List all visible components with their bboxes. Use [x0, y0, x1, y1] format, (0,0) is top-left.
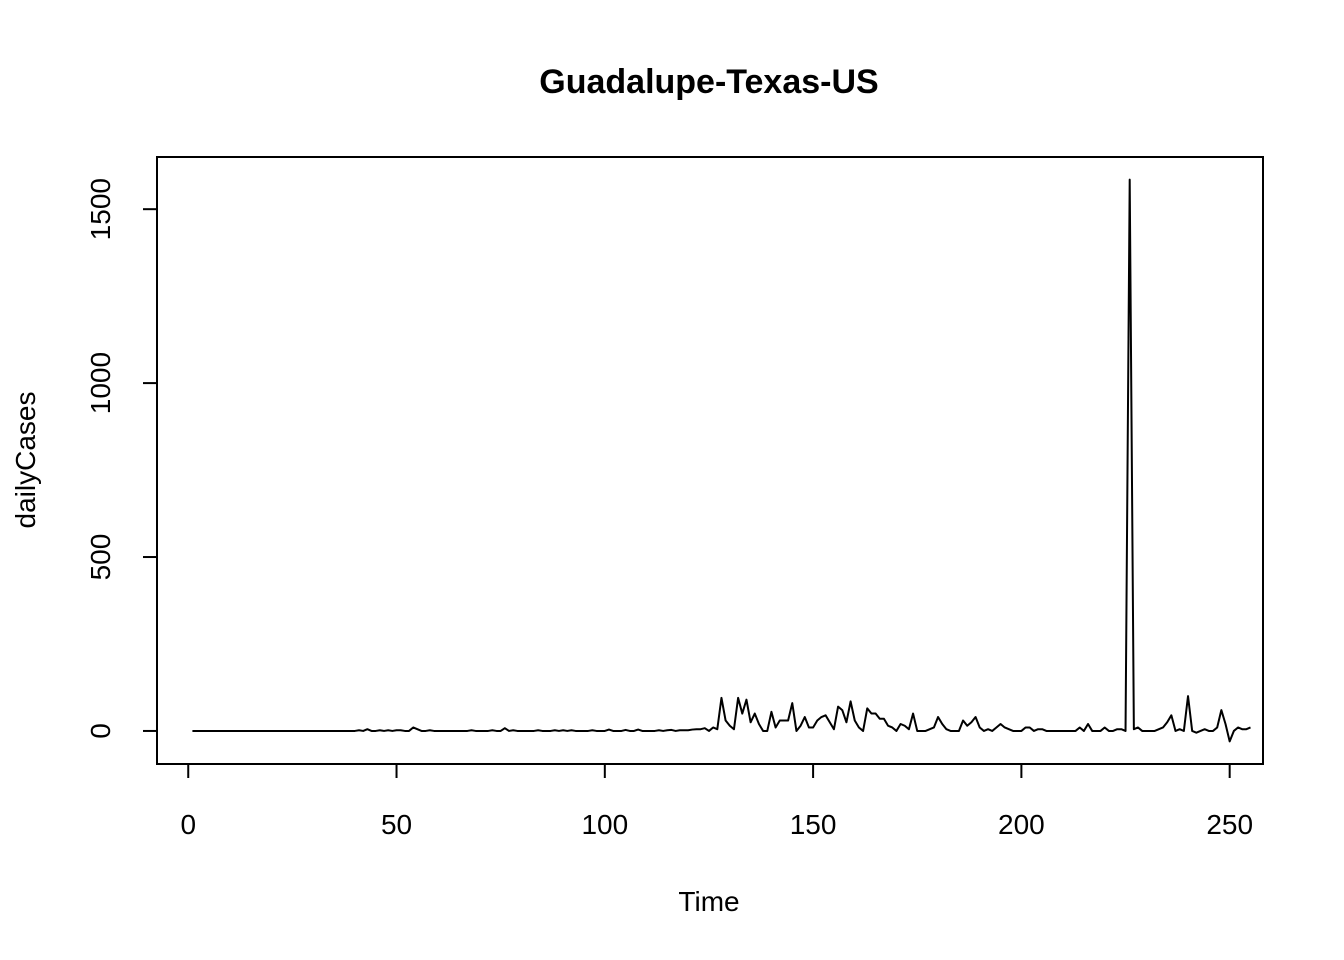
- x-axis-label: Time: [678, 886, 739, 917]
- x-axis: 0 50 100 150 200 250: [180, 763, 1253, 840]
- y-tick-label: 500: [85, 534, 116, 581]
- plot-frame: [156, 156, 1264, 765]
- x-tick-label: 100: [581, 809, 628, 840]
- series-line-dailycases: [192, 178, 1251, 743]
- x-tick-label: 200: [998, 809, 1045, 840]
- y-axis-label: dailyCases: [10, 392, 41, 529]
- y-axis: 0 500 1000 1500: [85, 178, 158, 739]
- x-tick-label: 0: [180, 809, 196, 840]
- y-tick-label: 1500: [85, 178, 116, 240]
- chart-title: Guadalupe-Texas-US: [539, 63, 878, 101]
- y-tick-label: 0: [85, 723, 116, 739]
- x-tick-label: 150: [790, 809, 837, 840]
- x-tick-label: 250: [1206, 809, 1253, 840]
- y-tick-label: 1000: [85, 352, 116, 414]
- x-tick-label: 50: [381, 809, 412, 840]
